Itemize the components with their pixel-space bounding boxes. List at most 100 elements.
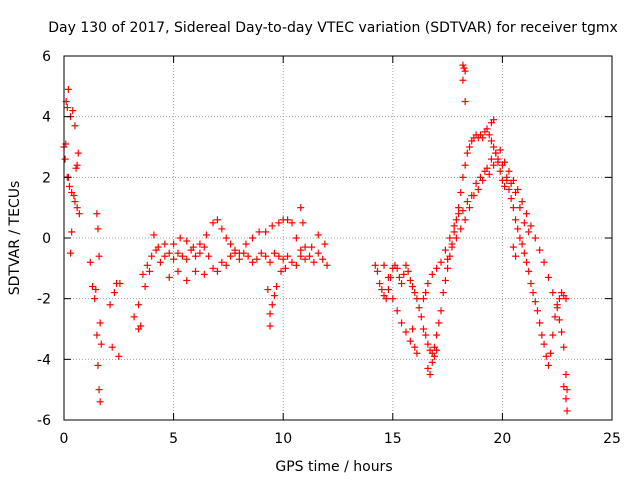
y-tick-label: 4 <box>42 110 51 126</box>
data-point <box>213 216 221 224</box>
data-point <box>501 182 509 190</box>
data-point <box>218 258 226 266</box>
data-point <box>281 264 289 272</box>
data-point <box>505 167 513 175</box>
data-point <box>244 252 252 260</box>
data-point <box>444 264 452 272</box>
data-point <box>479 134 487 142</box>
data-point <box>284 216 292 224</box>
data-point <box>384 286 392 294</box>
data-point <box>86 258 94 266</box>
data-point <box>479 176 487 184</box>
data-point <box>450 228 458 236</box>
data-point <box>536 246 544 254</box>
data-point <box>398 280 406 287</box>
data-point <box>148 252 156 260</box>
data-point <box>75 210 83 218</box>
data-point <box>116 280 124 287</box>
data-point <box>457 225 465 233</box>
data-point <box>314 231 322 239</box>
data-point <box>61 155 69 163</box>
data-point <box>242 240 250 248</box>
chart-title: Day 130 of 2017, Sidereal Day-to-day VTE… <box>48 20 618 36</box>
data-point <box>411 289 419 297</box>
data-point <box>562 371 570 378</box>
y-tick-label: 6 <box>42 49 51 65</box>
data-point <box>406 276 414 284</box>
data-point <box>65 182 73 190</box>
data-point <box>288 219 296 227</box>
data-point <box>549 289 557 297</box>
data-point <box>417 313 425 321</box>
data-point <box>227 240 235 248</box>
data-point <box>439 289 447 297</box>
data-point <box>415 304 423 312</box>
data-point <box>474 185 482 193</box>
data-point <box>422 289 430 297</box>
data-point <box>516 204 524 212</box>
data-point <box>213 267 221 275</box>
data-point <box>319 255 327 263</box>
data-point <box>455 210 463 218</box>
data-point <box>183 237 191 245</box>
data-point <box>560 343 568 351</box>
data-point <box>74 149 82 157</box>
grid-layer <box>64 56 612 420</box>
data-point <box>255 228 263 236</box>
data-point <box>461 161 469 169</box>
data-point <box>428 270 436 278</box>
data-point <box>544 273 552 281</box>
data-point <box>448 243 456 251</box>
data-point <box>395 273 403 281</box>
data-point <box>461 98 469 105</box>
data-point <box>402 328 410 336</box>
data-point <box>422 331 430 339</box>
data-point <box>496 167 504 175</box>
data-point <box>314 249 322 257</box>
data-point <box>67 249 75 257</box>
data-point <box>161 252 169 260</box>
data-point <box>91 295 99 303</box>
x-tick-label: 15 <box>384 431 402 447</box>
data-point <box>301 243 309 251</box>
data-point <box>268 222 276 230</box>
data-point <box>400 270 408 278</box>
data-point <box>196 249 204 257</box>
data-point <box>130 313 138 321</box>
data-point <box>321 240 329 248</box>
data-point <box>174 267 182 275</box>
data-point <box>297 204 305 212</box>
data-point <box>156 258 164 266</box>
data-point <box>472 179 480 187</box>
data-point <box>376 280 384 287</box>
data-point <box>373 267 381 275</box>
data-point <box>308 243 316 251</box>
data-point <box>88 283 96 291</box>
data-point <box>73 161 81 169</box>
data-point <box>437 307 445 315</box>
data-point <box>551 313 559 321</box>
data-point <box>277 267 285 275</box>
data-point <box>183 255 191 263</box>
data-point <box>490 143 498 151</box>
data-point <box>411 343 419 351</box>
data-point <box>512 252 520 260</box>
data-point <box>459 173 467 181</box>
data-point <box>161 240 169 248</box>
data-point <box>553 304 561 312</box>
data-point <box>235 249 243 257</box>
data-point <box>141 283 149 291</box>
data-point <box>301 255 309 263</box>
data-point <box>323 261 331 269</box>
data-point <box>71 198 79 206</box>
data-point <box>310 258 318 266</box>
data-point <box>533 307 541 315</box>
data-point <box>96 319 104 327</box>
data-point <box>547 349 555 357</box>
data-point <box>95 386 103 394</box>
data-point <box>93 210 101 218</box>
y-tick-label: -6 <box>37 413 51 429</box>
data-point <box>288 258 296 266</box>
